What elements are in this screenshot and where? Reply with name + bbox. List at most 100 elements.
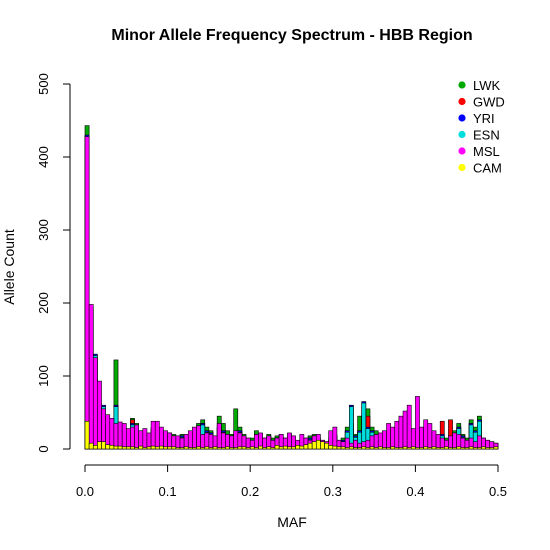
bar-msl — [406, 404, 412, 450]
series-msl — [84, 136, 499, 450]
bar-cam — [97, 441, 102, 450]
bar-cam — [464, 447, 470, 450]
bar-msl — [150, 420, 156, 450]
bar-cam — [258, 445, 263, 450]
bar-cam — [489, 447, 495, 450]
x-tick-label: 0.2 — [241, 484, 259, 499]
bar-msl — [126, 428, 131, 450]
bar-cam — [245, 447, 251, 450]
bar-cam — [270, 447, 276, 450]
bar-cam — [183, 446, 189, 450]
bar-msl — [431, 430, 437, 450]
y-tick-label: 300 — [36, 219, 51, 241]
legend-label: CAM — [473, 161, 502, 176]
bar-msl — [208, 434, 214, 450]
bar-cam — [402, 446, 408, 450]
bar-cam — [171, 446, 177, 450]
bar-msl — [216, 423, 222, 450]
bar-cam — [163, 446, 168, 450]
bar-cam — [295, 445, 301, 450]
bar-cam — [262, 447, 268, 450]
bar-cam — [179, 447, 185, 450]
bar-msl — [427, 423, 433, 450]
bar-cam — [88, 442, 94, 450]
bar-cam — [291, 446, 296, 450]
bar-msl — [386, 423, 391, 450]
bar-msl — [105, 414, 111, 450]
bar-msl — [117, 421, 123, 450]
bar-cam — [142, 447, 148, 450]
bar-cam — [130, 446, 135, 450]
legend-swatch — [458, 163, 466, 172]
bar-msl — [187, 430, 193, 450]
legend-item-esn: ESN — [458, 128, 500, 143]
bar-msl — [233, 430, 239, 450]
bar-msl — [154, 420, 160, 450]
bar-cam — [386, 447, 391, 450]
chart-title: Minor Allele Frequency Spectrum - HBB Re… — [111, 27, 472, 44]
y-tick-label: 100 — [36, 365, 51, 387]
bar-cam — [187, 447, 193, 450]
legend-label: LWK — [473, 78, 501, 93]
bar-cam — [121, 446, 127, 450]
bar-cam — [415, 447, 420, 450]
bar-cam — [200, 447, 206, 450]
bar-cam — [328, 445, 334, 450]
bar-msl — [382, 430, 387, 450]
bar-cam — [485, 447, 491, 450]
bar-cam — [456, 446, 462, 450]
bar-msl — [130, 426, 135, 450]
bar-cam — [84, 420, 90, 450]
legend-item-lwk: LWK — [458, 78, 501, 93]
bar-cam — [105, 444, 111, 450]
bar-cam — [154, 446, 160, 450]
bar-msl — [415, 396, 420, 450]
bar-cam — [340, 446, 346, 450]
bar-cam — [315, 439, 321, 450]
bar-msl — [134, 424, 139, 450]
bar-cam — [233, 447, 239, 450]
bar-msl — [196, 425, 201, 450]
legend-item-msl: MSL — [458, 144, 500, 159]
bar-cam — [287, 446, 292, 450]
legend-item-yri: YRI — [458, 111, 495, 126]
bar-cam — [204, 446, 210, 450]
bar-cam — [324, 442, 329, 450]
bar-msl — [390, 426, 396, 450]
bar-cam — [369, 446, 375, 450]
bar-cam — [336, 446, 342, 450]
legend-swatch — [458, 147, 466, 155]
x-axis-label: MAF — [277, 514, 307, 530]
bar-cam — [349, 446, 354, 450]
bar-msl — [229, 435, 234, 450]
bar-cam — [241, 446, 247, 450]
bar-cam — [113, 445, 119, 450]
bar-cam — [225, 446, 230, 450]
legend-item-gwd: GWD — [458, 95, 505, 110]
legend-label: ESN — [473, 128, 500, 143]
legend-label: GWD — [473, 95, 505, 110]
bar-msl — [175, 435, 181, 450]
bar-msl — [394, 420, 400, 450]
x-tick-label: 0.5 — [489, 484, 507, 499]
bar-cam — [431, 446, 437, 450]
bar-cam — [444, 446, 449, 450]
bar-cam — [196, 446, 201, 450]
bar-cam — [344, 447, 350, 450]
x-tick-label: 0.3 — [324, 484, 342, 499]
y-axis-label: Allele Count — [1, 229, 17, 305]
bar-cam — [237, 446, 243, 450]
bar-cam — [410, 446, 416, 450]
bar-cam — [373, 447, 379, 450]
bar-cam — [332, 445, 338, 450]
bar-cam — [229, 447, 234, 450]
bars-layer — [84, 125, 499, 450]
legend-swatch — [458, 130, 466, 139]
legend-swatch — [458, 81, 466, 89]
bar-cam — [419, 447, 424, 450]
x-tick-label: 0.1 — [159, 484, 177, 499]
bar-cam — [477, 447, 482, 450]
bar-cam — [353, 447, 358, 450]
bar-msl — [452, 432, 458, 450]
